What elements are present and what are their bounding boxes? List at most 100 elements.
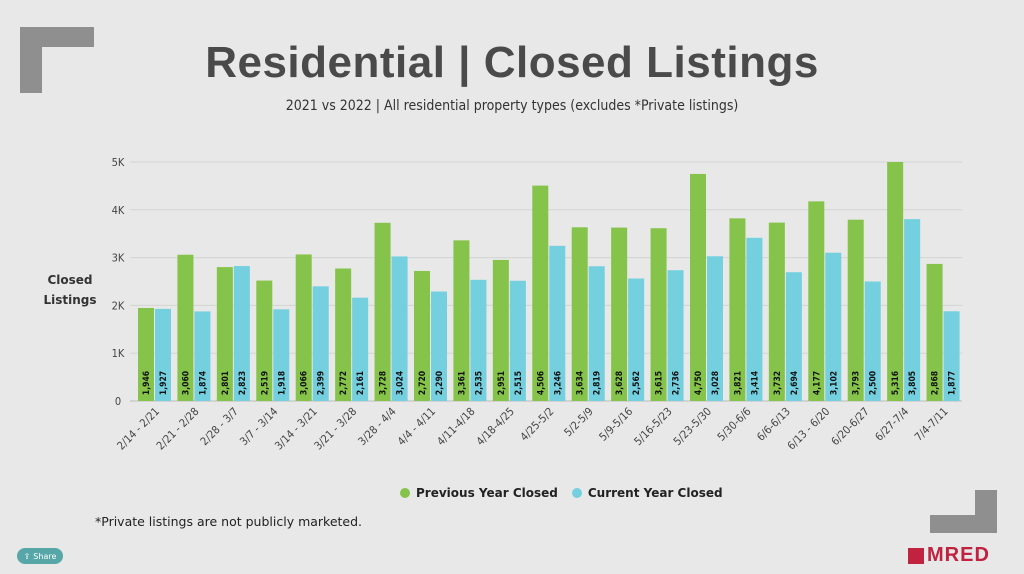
data-label: 1,877	[948, 371, 958, 395]
data-label: 2,290	[435, 371, 445, 395]
data-label: 4,750	[694, 371, 704, 395]
data-label: 3,732	[773, 371, 783, 395]
y-tick-label: 5K	[112, 156, 125, 169]
share-label: Share	[33, 551, 57, 561]
data-label: 3,066	[300, 371, 310, 395]
bar-current	[746, 237, 763, 401]
bar-previous	[374, 222, 391, 401]
data-label: 2,562	[632, 371, 642, 395]
bar-previous	[414, 270, 430, 401]
data-label: 2,736	[672, 371, 682, 395]
data-label: 3,414	[750, 371, 760, 395]
data-label: 2,399	[317, 371, 327, 395]
x-tick-label: 5/16-5/23	[632, 405, 675, 448]
legend-item-current: Current Year Closed	[571, 486, 723, 500]
x-tick-label: 2/21 - 2/28	[154, 405, 202, 453]
data-label: 1,927	[159, 371, 169, 395]
data-label: 3,728	[379, 371, 389, 395]
data-label: 2,519	[260, 371, 270, 395]
y-tick-label: 1K	[112, 347, 125, 360]
bar-previous	[926, 263, 943, 401]
bar-current	[509, 280, 526, 401]
page-subtitle: 2021 vs 2022 | All residential property …	[285, 98, 739, 114]
bar-previous	[492, 259, 509, 401]
bar-previous	[887, 162, 904, 401]
data-label: 3,634	[576, 371, 586, 395]
bar-previous	[138, 307, 154, 401]
x-tick-label: 4/4 - 4/11	[395, 405, 438, 448]
data-label: 1,874	[198, 371, 208, 395]
data-label: 5,316	[891, 371, 901, 395]
bar-current	[943, 311, 960, 401]
x-tick-label: 5/2-5/9	[562, 405, 596, 439]
legend: Previous Year Closed Current Year Closed	[400, 486, 723, 500]
bar-previous	[611, 227, 628, 401]
bar-current	[667, 270, 684, 401]
bar-previous	[256, 280, 273, 401]
bar-current	[233, 266, 250, 401]
bar-current	[785, 272, 802, 401]
bar-current	[194, 311, 211, 401]
corner-decoration-bottom-h	[930, 515, 997, 533]
data-label: 2,515	[514, 371, 524, 395]
bar-previous	[768, 222, 785, 401]
bar-previous	[216, 267, 233, 401]
bar-current	[588, 266, 605, 401]
share-button[interactable]: ⇪ Share	[17, 548, 63, 564]
page-title: Residential | Closed Listings	[205, 38, 819, 87]
bar-previous	[335, 268, 352, 401]
data-label: 1,918	[277, 371, 287, 395]
bar-previous	[650, 228, 667, 401]
bar-previous	[453, 240, 470, 401]
bar-current	[628, 278, 645, 401]
data-label: 1,946	[142, 371, 152, 395]
bar-current	[549, 245, 566, 401]
x-tick-label: 3/28 - 4/4	[356, 405, 399, 448]
bar-current	[904, 219, 921, 401]
y-tick-label: 4K	[112, 204, 125, 217]
x-tick-label: 5/9-5/16	[597, 405, 636, 444]
data-label: 3,615	[655, 371, 665, 395]
data-label: 2,161	[356, 371, 366, 395]
data-label: 3,628	[615, 371, 625, 395]
data-label: 3,805	[908, 371, 918, 395]
legend-label-current: Current Year Closed	[587, 486, 723, 500]
data-label: 3,361	[457, 371, 467, 395]
legend-swatch-previous	[400, 488, 410, 498]
x-tick-label: 5/23-5/30	[671, 405, 714, 448]
data-label: 2,694	[790, 371, 800, 395]
bar-previous	[847, 219, 864, 401]
corner-decoration-top-v	[20, 27, 42, 93]
data-label: 3,102	[829, 371, 839, 395]
bar-current	[312, 286, 329, 401]
bar-previous	[177, 254, 194, 401]
data-label: 4,506	[536, 371, 546, 395]
data-label: 2,720	[418, 371, 428, 395]
logo-mark-icon	[908, 547, 924, 564]
footnote: *Private listings are not publicly marke…	[95, 514, 363, 529]
bar-current	[273, 309, 290, 401]
data-label: 2,772	[339, 371, 349, 395]
bar-current	[391, 256, 408, 401]
bar-current	[825, 252, 842, 401]
bar-current	[352, 297, 369, 401]
bar-current	[431, 291, 447, 401]
data-label: 2,868	[931, 371, 941, 395]
bar-current	[470, 279, 487, 401]
legend-swatch-current	[571, 488, 582, 498]
x-tick-label: 6/20-6/27	[829, 405, 872, 448]
x-tick-label: 4/25-5/2	[518, 405, 557, 444]
bar-current	[155, 308, 171, 401]
bar-previous	[729, 218, 746, 401]
data-label: 3,028	[711, 371, 721, 395]
data-label: 2,500	[869, 371, 879, 395]
y-axis-label: Closed Listings	[43, 273, 97, 307]
data-label: 2,823	[238, 371, 248, 395]
legend-label-previous: Previous Year Closed	[416, 486, 558, 500]
x-tick-label: 2/28 - 3/7	[198, 405, 241, 448]
x-tick-label: 5/30-6/6	[715, 405, 754, 444]
bar-previous	[295, 254, 312, 401]
bar-previous	[532, 185, 549, 401]
data-label: 3,793	[852, 371, 862, 395]
